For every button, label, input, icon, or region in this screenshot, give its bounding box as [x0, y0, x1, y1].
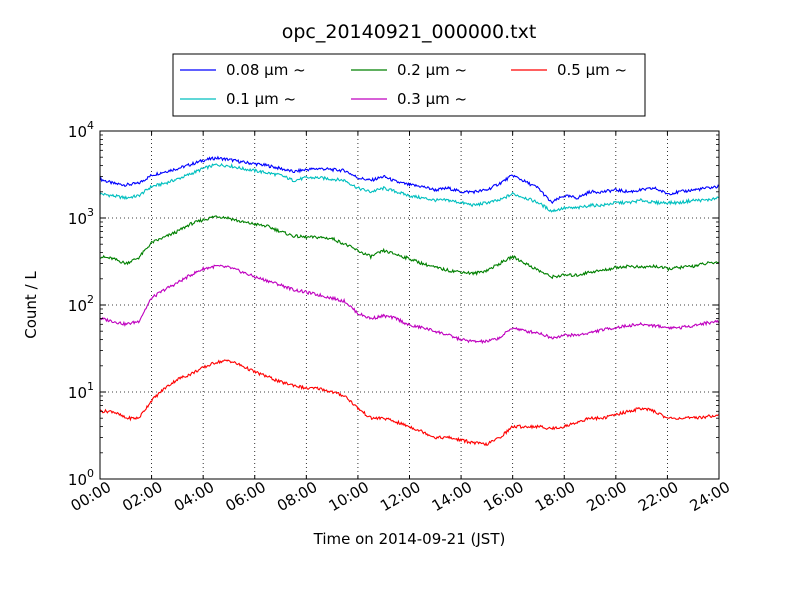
legend-label-3: 0.3 μm ~ [397, 90, 467, 108]
x-tick-label: 18:00 [532, 478, 578, 515]
legend: 0.08 μm ~ 0.1 μm ~ 0.2 μm ~ 0.3 μm ~ 0.5 μm … [172, 53, 646, 117]
legend-label-4: 0.5 μm ~ [557, 61, 627, 79]
x-tick-label: 02:00 [119, 478, 165, 515]
series-line-2 [99, 215, 720, 280]
y-axis-label: Count / L [22, 271, 40, 339]
series-line-4 [99, 359, 720, 447]
x-tick-label: 10:00 [326, 478, 372, 515]
x-axis-label: Time on 2014-09-21 (JST) [313, 530, 506, 548]
y-tick-label: 104 [68, 119, 94, 141]
chart-title: opc_20140921_000000.txt [282, 21, 537, 43]
legend-label-0: 0.08 μm ~ [226, 61, 306, 79]
plot-frame [99, 130, 720, 480]
y-tick-label: 102 [68, 293, 94, 315]
legend-label-1: 0.1 μm ~ [226, 90, 296, 108]
series-line-0 [99, 155, 720, 205]
x-tick-label: 06:00 [222, 478, 268, 515]
series-line-1 [99, 162, 720, 213]
legend-label-2: 0.2 μm ~ [397, 61, 467, 79]
x-tick-label: 12:00 [377, 478, 423, 515]
x-tick-label: 20:00 [584, 478, 630, 515]
x-tick-label: 16:00 [480, 478, 526, 515]
x-tick-labels: 00:00 02:00 04:00 06:00 08:00 10:00 12:00 14:00… [68, 478, 733, 515]
x-tick-label: 22:00 [635, 478, 681, 515]
series-line-3 [99, 264, 720, 345]
y-tick-labels: 100 101 102 103 104 [68, 119, 94, 489]
x-tick-label: 24:00 [687, 478, 733, 515]
y-tick-label: 103 [68, 206, 94, 228]
x-tick-label: 14:00 [429, 478, 475, 515]
y-tick-label: 101 [68, 380, 94, 402]
x-tick-label: 04:00 [171, 478, 217, 515]
x-tick-label: 08:00 [274, 478, 320, 515]
legend-box [172, 53, 646, 117]
y-tick-label: 100 [68, 467, 94, 489]
series-layer [99, 155, 720, 447]
